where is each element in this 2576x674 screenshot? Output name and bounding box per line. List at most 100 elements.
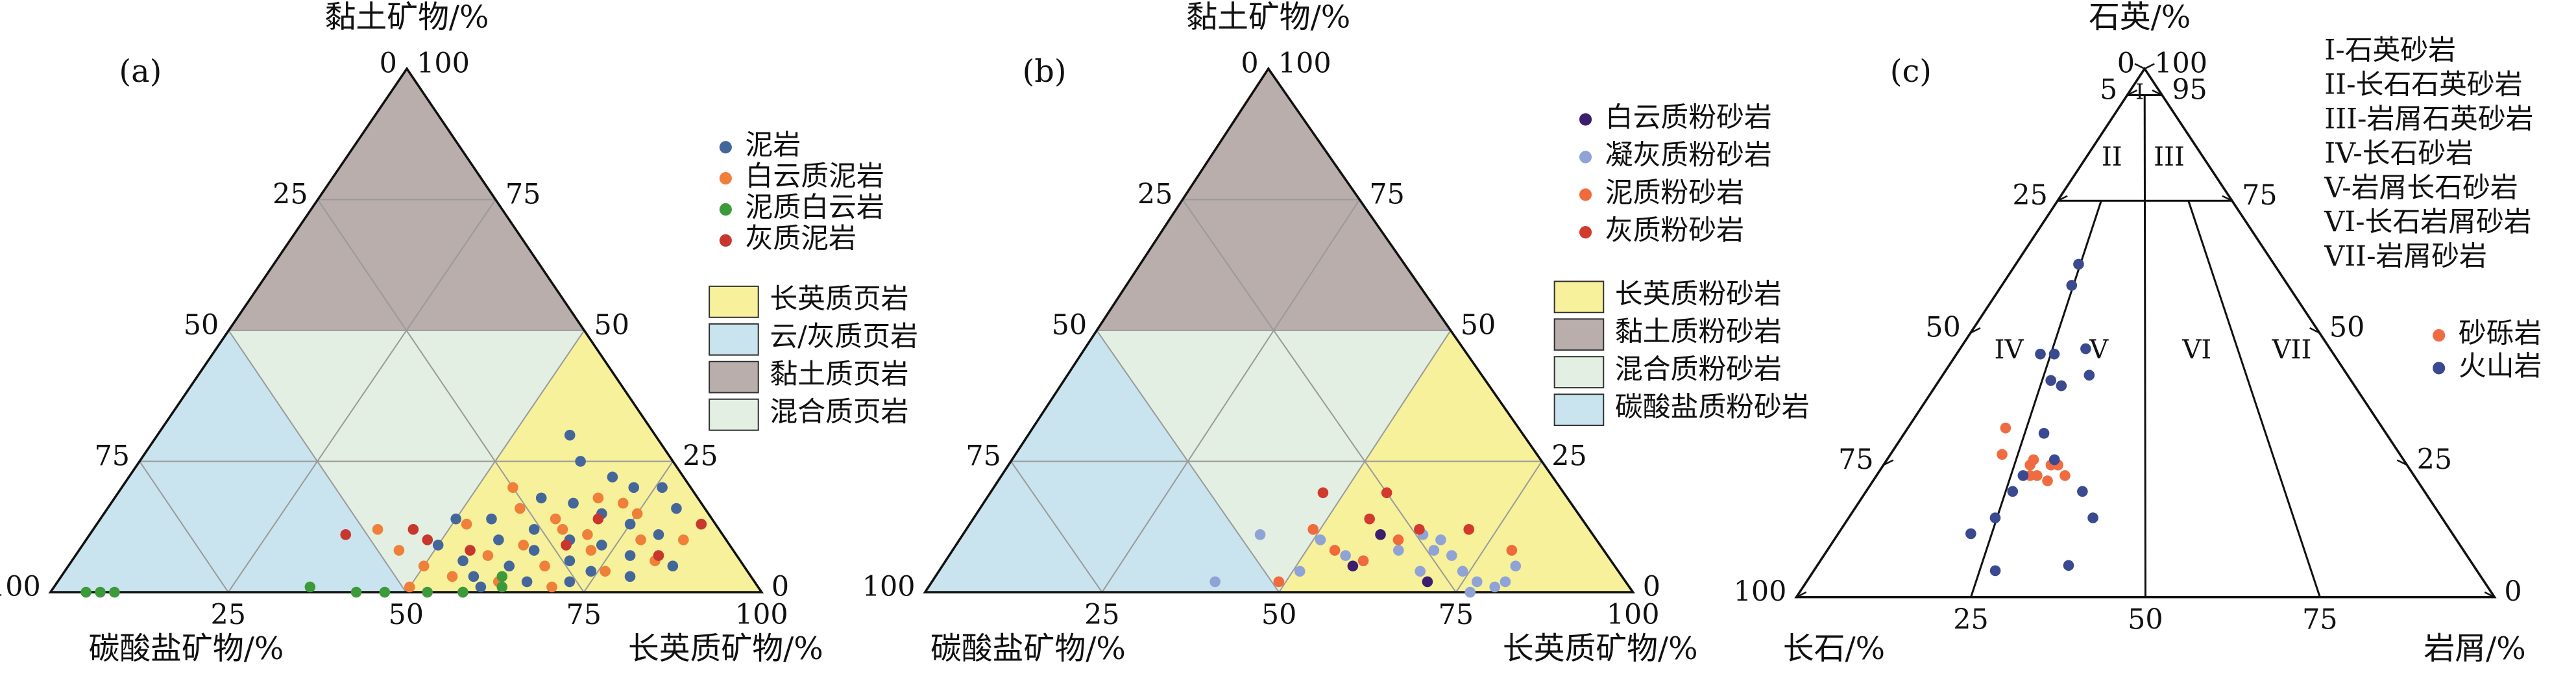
data-point	[457, 586, 468, 598]
right-tick-label: 75	[2242, 179, 2278, 212]
left-tick-label: 25	[273, 178, 308, 210]
class-legend-text: VI-长石岩屑砂岩	[2324, 206, 2531, 238]
data-point	[1357, 555, 1369, 566]
data-point	[1315, 534, 1326, 545]
data-point	[557, 523, 568, 535]
data-point	[515, 503, 526, 514]
left-tick-label: 5	[2100, 73, 2117, 106]
tick-mark	[2484, 591, 2495, 598]
grid-line	[1182, 199, 1457, 593]
data-point	[2080, 343, 2091, 355]
data-point	[678, 534, 689, 545]
ternary-chart: 0 25 50 75 100 100 75 50 25 0 25 50 75 100 黏土矿物/% 碳酸盐矿物…	[862, 0, 1810, 667]
left-tick-label: 50	[184, 309, 219, 342]
data-point	[1446, 550, 1457, 561]
data-point	[461, 518, 472, 530]
left-axis-label: 长石/%	[1783, 631, 1885, 667]
bottom-tick-label: 100	[1607, 599, 1660, 631]
class-legend-text: IV-长石砂岩	[2324, 137, 2473, 169]
data-point	[575, 456, 586, 467]
data-point	[596, 540, 607, 551]
legend-swatch	[1553, 393, 1605, 427]
class-legend-text: V-岩屑长石砂岩	[2324, 171, 2518, 204]
bottom-tick-label: 25	[1953, 603, 1989, 636]
class-label: VI	[2181, 334, 2211, 365]
data-point	[379, 586, 391, 598]
data-point	[624, 518, 636, 530]
panel-label: (a)	[119, 54, 162, 90]
right-tick-label: 0	[772, 571, 789, 603]
data-point	[2042, 475, 2053, 486]
data-point	[496, 571, 508, 582]
data-point	[624, 571, 636, 582]
data-point	[2048, 454, 2060, 466]
data-point	[493, 534, 504, 545]
legend-text: 云/灰质页岩	[770, 321, 918, 353]
right-axis-label: 长英质矿物/%	[1503, 631, 1698, 667]
data-point	[1510, 560, 1522, 572]
right-tick-label: 100	[417, 47, 470, 80]
data-point	[450, 513, 461, 525]
data-point	[109, 586, 120, 598]
left-tick-label: 75	[1838, 443, 1874, 476]
legend-marker	[1579, 188, 1592, 201]
data-point	[561, 540, 572, 551]
left-tick-label: 100	[1734, 576, 1787, 608]
data-point	[2048, 348, 2060, 360]
data-point	[1392, 534, 1404, 545]
ternary-chart: 0 25 50 75 100 100 75 50 25 0 25 50 75 100 黏土矿物/% 碳酸盐矿物…	[0, 0, 918, 667]
data-point	[2084, 369, 2095, 381]
data-point	[1965, 528, 1976, 540]
data-point	[1273, 576, 1285, 588]
data-point	[407, 523, 419, 535]
legend-text: 火山岩	[2459, 350, 2542, 382]
triangle-outline	[48, 66, 764, 593]
right-tick-label: 50	[2329, 312, 2365, 344]
bottom-tick-label: 25	[211, 599, 247, 631]
legend-text: 泥质白云岩	[746, 191, 884, 223]
data-point	[482, 550, 494, 561]
class-legend-text: I-石英砂岩	[2324, 34, 2456, 67]
data-point	[1415, 566, 1426, 577]
legend-swatch	[709, 323, 759, 356]
data-point	[653, 529, 664, 540]
legend-marker	[1579, 113, 1592, 126]
tick-mark	[2057, 195, 2068, 202]
right-tick-label: 25	[1551, 440, 1587, 472]
data-point	[350, 586, 362, 598]
tick-mark	[2152, 89, 2163, 96]
data-point	[465, 545, 476, 556]
panel-label: (b)	[1023, 54, 1067, 90]
data-point	[1307, 523, 1319, 535]
data-point	[528, 545, 540, 556]
data-point	[657, 482, 668, 493]
data-point	[2060, 470, 2071, 481]
legend-marker	[2433, 329, 2446, 342]
legend-text: 白云质泥岩	[746, 160, 884, 193]
data-point	[372, 523, 383, 535]
left-tick-label: 50	[1925, 312, 1960, 344]
data-point	[624, 550, 636, 561]
data-point	[521, 576, 533, 588]
right-tick-label: 75	[505, 178, 541, 210]
data-point	[564, 555, 576, 566]
data-point	[2028, 454, 2039, 466]
tick-mark	[2222, 195, 2233, 202]
data-point	[1340, 550, 1351, 561]
data-point	[582, 529, 593, 540]
data-point	[1471, 576, 1483, 588]
data-point	[564, 576, 576, 588]
tick-mark	[2144, 63, 2155, 69]
left-tick-label: 25	[1137, 178, 1173, 210]
data-point	[1989, 565, 2001, 577]
data-point	[457, 555, 468, 566]
grid-line	[1010, 460, 1103, 593]
right-tick-label: 0	[2504, 576, 2521, 608]
data-point	[1209, 576, 1221, 588]
class-label: VII	[2271, 334, 2311, 365]
data-point	[631, 508, 643, 519]
tick-mark	[1795, 591, 1807, 598]
data-point	[592, 492, 604, 504]
legend-swatch	[709, 398, 759, 431]
data-point	[1392, 545, 1404, 556]
